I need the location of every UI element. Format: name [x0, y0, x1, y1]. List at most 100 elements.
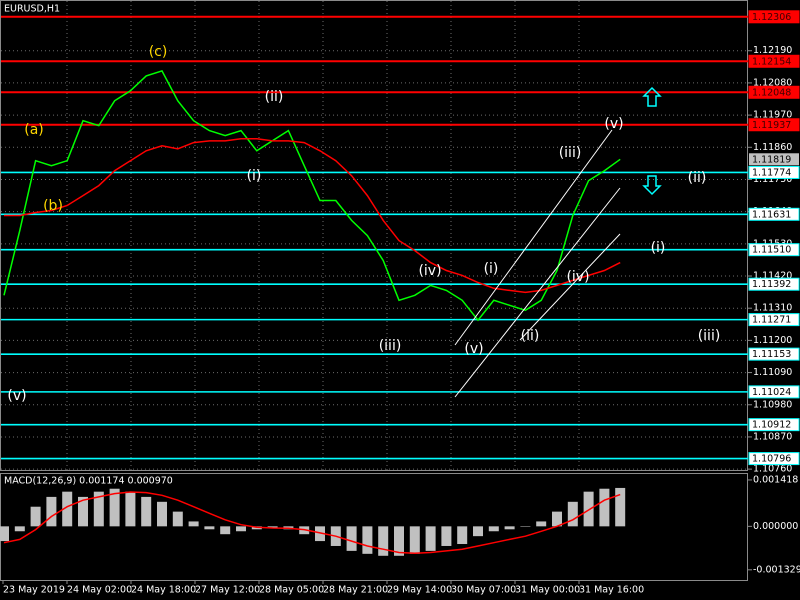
- wave-label: (b): [43, 198, 63, 214]
- histogram-bar: [141, 496, 152, 527]
- histogram-bar: [30, 506, 41, 527]
- histogram-bar: [473, 526, 483, 537]
- down-arrow: [642, 175, 662, 196]
- wave-label: (c): [149, 44, 168, 60]
- y-tick-label: 1.11750: [753, 174, 792, 185]
- histogram-bar: [46, 496, 57, 527]
- series-line: [3, 491, 621, 554]
- x-tick-label: 27 May 12:00: [195, 585, 260, 596]
- level-label: 1.11392: [752, 279, 791, 290]
- wave-label: (v): [464, 341, 483, 357]
- histogram-bar: [220, 526, 231, 535]
- series-line: [4, 138, 621, 294]
- histogram-bar: [362, 526, 373, 554]
- last-price-box: [749, 153, 799, 166]
- level-label: 1.11271: [752, 315, 791, 326]
- level-label: 1.12154: [752, 56, 791, 67]
- histogram-bar: [378, 526, 389, 556]
- level-label: 1.12048: [752, 87, 791, 98]
- histogram-bar: [204, 526, 215, 530]
- level-label-box: [748, 54, 800, 68]
- level-label: 1.10912: [752, 420, 791, 431]
- level-label-box: [748, 118, 800, 132]
- y-tick-label: 1.11090: [753, 367, 792, 378]
- y-tick-label: 1.11860: [753, 142, 792, 153]
- level-label-box: [748, 418, 800, 432]
- histogram-bar: [188, 521, 199, 527]
- y-tick-label: 1.11420: [753, 271, 792, 282]
- histogram-bar: [62, 491, 73, 527]
- histogram-bar: [599, 488, 610, 527]
- histogram-bar: [14, 526, 25, 532]
- wave-label: (v): [604, 116, 623, 132]
- x-tick-label: 24 May 02:00: [67, 585, 132, 596]
- histogram-bar: [425, 526, 436, 551]
- histogram-bar: [394, 526, 404, 556]
- level-label: 1.11774: [752, 167, 791, 178]
- level-label-box: [748, 313, 800, 327]
- wave-label: (iv): [566, 269, 589, 285]
- y-tick-label: 1.11970: [753, 110, 792, 121]
- histogram-bar: [409, 526, 420, 554]
- level-label-box: [748, 385, 800, 399]
- histogram-bar: [536, 521, 547, 527]
- level-label-box: [748, 347, 800, 361]
- wave-label: (iii): [379, 338, 402, 354]
- level-label: 1.11024: [752, 387, 791, 398]
- wave-label: (i): [651, 240, 666, 256]
- level-label-box: [748, 243, 800, 257]
- histogram-bar: [346, 526, 357, 551]
- level-label-box: [748, 277, 800, 291]
- level-label-box: [748, 85, 800, 99]
- histogram-bar: [172, 511, 183, 527]
- level-label: 1.11631: [752, 209, 791, 220]
- histogram-bar: [488, 526, 499, 532]
- series-line: [3, 69, 621, 322]
- level-label-box: [748, 10, 800, 24]
- histogram-bar: [109, 488, 120, 527]
- wave-label: (i): [247, 168, 262, 184]
- y-tick-label: 1.10870: [753, 431, 792, 442]
- histogram-bar: [441, 526, 452, 546]
- y-tick-label: 0.000000: [753, 521, 798, 532]
- wave-label: (v): [7, 388, 26, 404]
- wave-label: (iv): [418, 263, 441, 279]
- wave-label: (a): [24, 122, 44, 138]
- histogram-bar: [567, 501, 578, 527]
- histogram-bar: [583, 491, 594, 527]
- x-tick-label: 30 May 07:00: [451, 585, 516, 596]
- wave-label: (iii): [698, 328, 721, 344]
- y-tick-label: 1.12080: [753, 77, 792, 88]
- histogram-bar: [552, 511, 562, 527]
- histogram-bar: [315, 526, 325, 542]
- histogram-bar: [457, 526, 468, 545]
- level-label-box: [748, 207, 800, 221]
- last-price-label: 1.11819: [752, 154, 791, 165]
- macd-title: MACD(12,26,9) 0.001174 0.000970: [4, 476, 173, 487]
- channel-line: [454, 129, 613, 346]
- level-label-box: [748, 452, 800, 466]
- wave-label: (ii): [265, 89, 284, 105]
- level-label-box: [748, 165, 800, 179]
- y-tick-label: 0.001418: [753, 474, 798, 485]
- y-tick-label: 1.10760: [753, 464, 792, 475]
- y-tick-label: 1.11310: [753, 303, 792, 314]
- x-tick-label: 31 May 16:00: [579, 585, 644, 596]
- chart-title: EURUSD,H1: [4, 4, 60, 15]
- y-tick-label: 1.12190: [753, 45, 792, 56]
- x-tick-label: 28 May 21:00: [323, 585, 388, 596]
- histogram-bar: [78, 496, 88, 527]
- wave-label: (ii): [521, 328, 540, 344]
- x-tick-label: 31 May 00:00: [515, 585, 580, 596]
- x-tick-label: 29 May 14:00: [387, 585, 452, 596]
- level-label: 1.11937: [752, 120, 791, 131]
- level-label: 1.11153: [752, 349, 791, 360]
- x-tick-label: 28 May 05:00: [259, 585, 324, 596]
- histogram-bar: [0, 526, 9, 542]
- histogram-bar: [125, 491, 136, 527]
- level-label: 1.10796: [752, 454, 791, 465]
- histogram-bar: [157, 501, 167, 527]
- level-label: 1.12306: [752, 12, 791, 23]
- histogram-bar: [236, 526, 246, 532]
